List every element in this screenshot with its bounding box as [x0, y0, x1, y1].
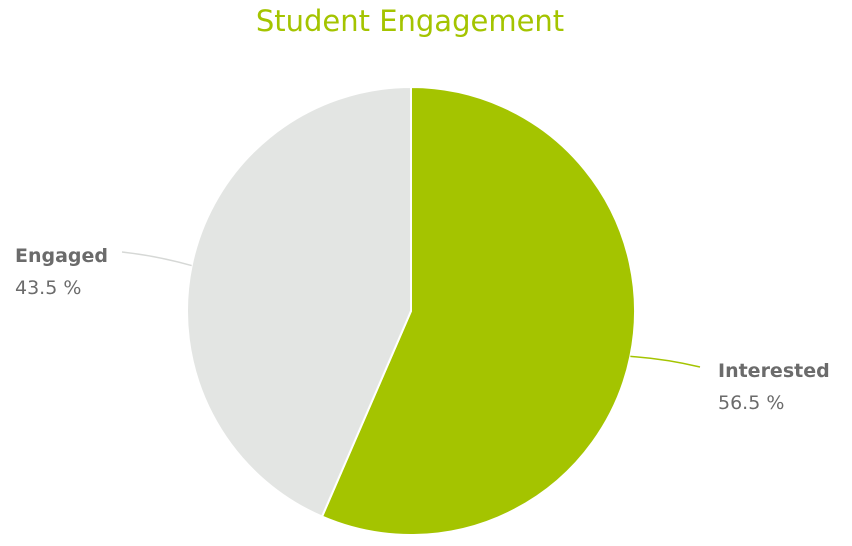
pie-slice-engaged[interactable] [186, 85, 412, 518]
pie-connectors [121, 251, 701, 368]
pie-slices [186, 85, 636, 536]
connector-engaged [121, 251, 192, 267]
slice-value-interested: 56.5 % [718, 392, 784, 414]
chart-title: Student Engagement [255, 4, 565, 38]
connector-interested [630, 355, 701, 368]
slice-label-engaged: Engaged [15, 245, 108, 267]
slice-value-engaged: 43.5 % [15, 277, 81, 299]
pie-labels: Interested 56.5 % Engaged 43.5 % [15, 245, 830, 414]
slice-label-interested: Interested [718, 360, 830, 382]
